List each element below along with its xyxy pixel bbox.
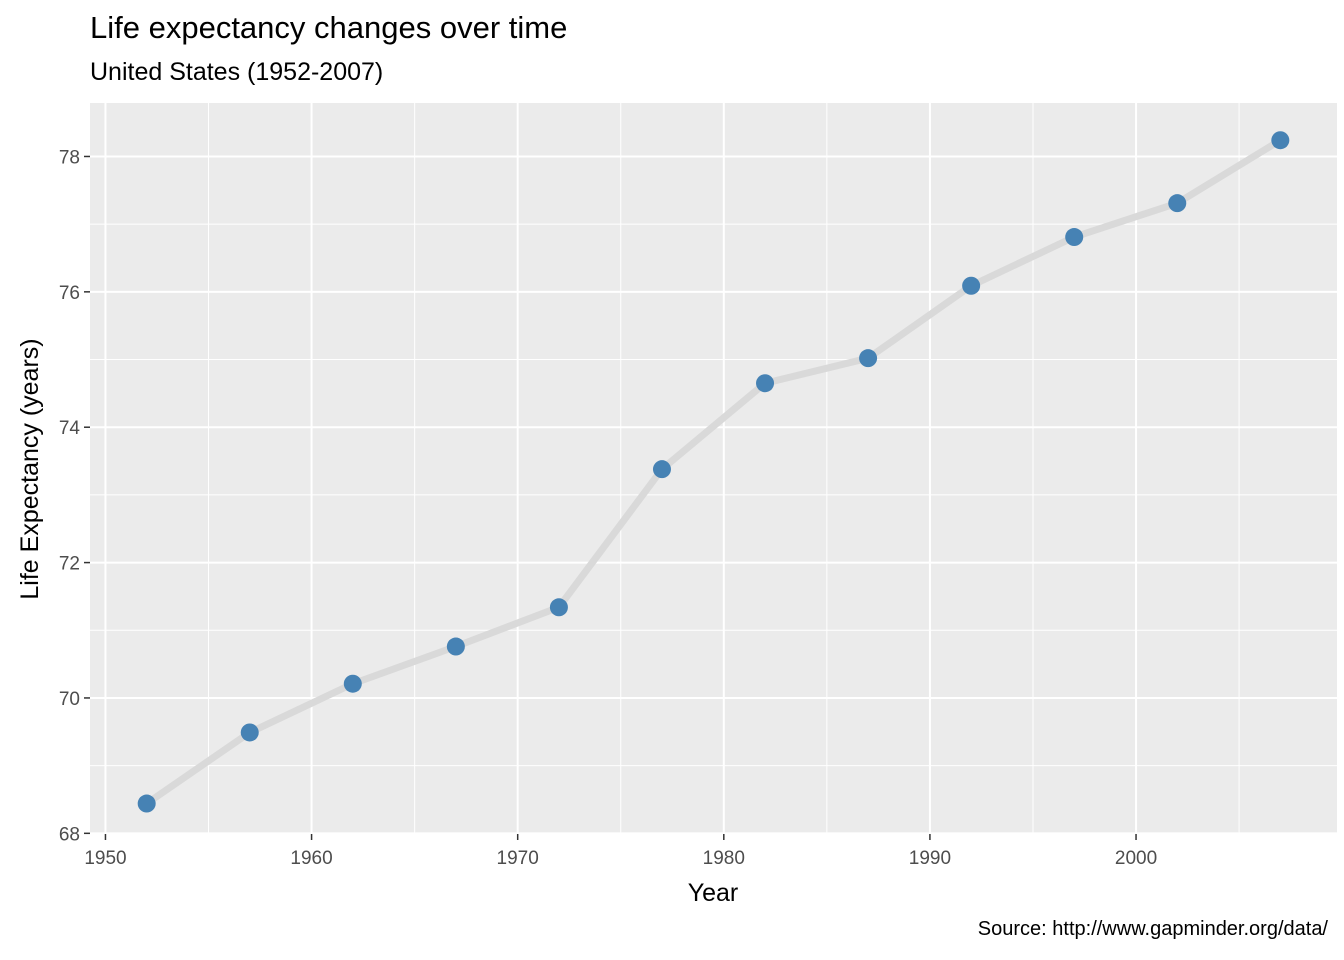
series-points bbox=[137, 131, 1290, 813]
x-tick-label: 1950 bbox=[84, 848, 126, 869]
y-tick-label: 70 bbox=[59, 689, 80, 710]
y-axis-ticks: 68 70 72 74 76 78 bbox=[59, 147, 90, 845]
data-point bbox=[137, 794, 156, 813]
data-point bbox=[1168, 194, 1187, 213]
data-point bbox=[962, 276, 981, 295]
series-line bbox=[143, 136, 1284, 808]
y-tick-label: 76 bbox=[59, 283, 80, 304]
y-tick-label: 74 bbox=[59, 418, 81, 439]
x-tick-label: 2000 bbox=[1115, 848, 1157, 869]
minor-gridlines bbox=[90, 103, 1337, 834]
series-lines bbox=[143, 136, 1284, 808]
x-tick-label: 1980 bbox=[703, 848, 745, 869]
y-tick-label: 72 bbox=[59, 554, 80, 575]
x-tick-label: 1970 bbox=[497, 848, 539, 869]
y-tick-label: 68 bbox=[59, 824, 80, 845]
data-point bbox=[756, 374, 775, 393]
data-point bbox=[240, 723, 259, 742]
x-axis-title: Year bbox=[688, 879, 739, 907]
y-axis-title: Life Expectancy (years) bbox=[16, 338, 44, 599]
data-point bbox=[343, 674, 362, 693]
chart-caption: Source: http://www.gapminder.org/data/ bbox=[977, 918, 1328, 940]
x-tick-label: 1960 bbox=[290, 848, 332, 869]
chart-subtitle: United States (1952-2007) bbox=[90, 58, 384, 86]
data-point bbox=[446, 637, 465, 656]
chart-title: Life expectancy changes over time bbox=[90, 10, 568, 45]
data-point bbox=[1271, 131, 1290, 150]
x-axis-ticks: 1950 1960 1970 1980 1990 2000 bbox=[84, 834, 1157, 869]
x-tick-label: 1990 bbox=[909, 848, 951, 869]
data-point bbox=[549, 598, 568, 617]
data-point bbox=[652, 460, 671, 479]
data-point bbox=[1065, 228, 1084, 247]
y-tick-label: 78 bbox=[59, 147, 80, 168]
data-point bbox=[859, 349, 878, 368]
